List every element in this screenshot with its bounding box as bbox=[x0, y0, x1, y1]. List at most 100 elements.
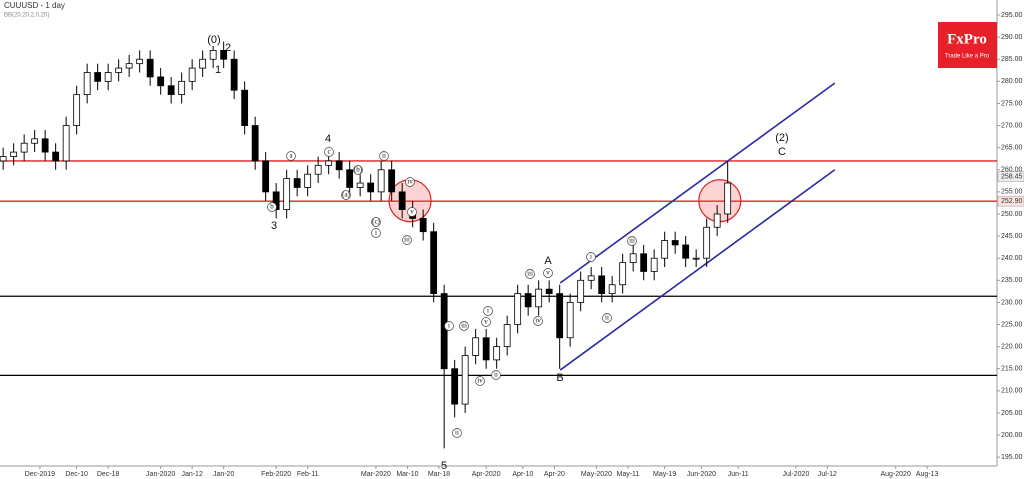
candle-body bbox=[262, 160, 270, 193]
wave-label: 5 bbox=[441, 460, 447, 472]
wave-circle bbox=[543, 268, 553, 278]
y-tick-label: 220.00 bbox=[1001, 343, 1023, 350]
x-tick-label: Jan-2020 bbox=[146, 471, 175, 478]
candle-body bbox=[461, 355, 469, 405]
channel-line bbox=[559, 82, 836, 284]
candle-body bbox=[545, 288, 553, 294]
x-tick-label: Mar-10 bbox=[396, 471, 418, 478]
candle-body bbox=[556, 293, 564, 339]
candle-body bbox=[629, 253, 637, 264]
wave-label: 2 bbox=[225, 42, 231, 54]
wave-circle bbox=[452, 428, 462, 438]
y-tick-label: 275.00 bbox=[1001, 100, 1023, 107]
wave-circle bbox=[341, 190, 351, 200]
candle-body bbox=[535, 288, 543, 308]
x-tick-label: Apr-20 bbox=[544, 471, 565, 478]
wave-label: B bbox=[556, 372, 563, 384]
x-tick-label: Apr-2020 bbox=[472, 471, 501, 478]
candle-body bbox=[314, 164, 322, 175]
candle-body bbox=[230, 58, 238, 91]
circled-label: ii bbox=[382, 152, 386, 160]
candle-body bbox=[157, 76, 165, 87]
candle-body bbox=[209, 50, 217, 60]
candle-body bbox=[724, 182, 732, 215]
circled-label: iii bbox=[629, 237, 635, 245]
chart-title: CUUUSD - 1 day bbox=[4, 1, 65, 10]
y-tick-label: 240.00 bbox=[1001, 255, 1023, 262]
candle-body bbox=[136, 58, 144, 65]
candle-body bbox=[640, 253, 648, 272]
x-tick-label: Mar-18 bbox=[428, 471, 450, 478]
y-tick-label: 270.00 bbox=[1001, 122, 1023, 129]
logo-box bbox=[938, 22, 997, 68]
y-tick-label: 290.00 bbox=[1001, 34, 1023, 41]
wave-circle bbox=[475, 376, 485, 386]
wave-circle bbox=[379, 151, 389, 161]
x-tick-label: Jun-2020 bbox=[687, 471, 716, 478]
y-tick-label: 280.00 bbox=[1001, 78, 1023, 85]
candle-body bbox=[178, 80, 186, 96]
wave-circle bbox=[405, 177, 415, 187]
channel-line bbox=[559, 169, 836, 371]
wave-circle bbox=[586, 252, 596, 262]
wave-circle bbox=[602, 313, 612, 323]
circled-label: iii bbox=[461, 322, 467, 330]
x-tick-label: Apr-10 bbox=[512, 471, 533, 478]
y-tick-label: 210.00 bbox=[1001, 388, 1023, 395]
price-label: 252.90 bbox=[1001, 198, 1023, 205]
candle-body bbox=[451, 368, 459, 405]
x-tick-label: Jun-11 bbox=[728, 471, 749, 478]
circled-label: iii bbox=[404, 236, 410, 244]
wave-circle bbox=[481, 317, 491, 327]
candle-body bbox=[62, 125, 70, 162]
x-tick-label: Feb-2020 bbox=[261, 471, 291, 478]
wave-circle bbox=[525, 269, 535, 279]
candle-body bbox=[304, 173, 312, 188]
slogan: Trade Like a Pro bbox=[945, 54, 990, 60]
y-tick-label: 230.00 bbox=[1001, 299, 1023, 306]
candle-body bbox=[398, 191, 406, 210]
wave-circle bbox=[286, 151, 296, 161]
circled-label: i bbox=[590, 253, 592, 261]
candle-body bbox=[20, 142, 28, 153]
x-tick-label: May-11 bbox=[617, 471, 640, 478]
candle-body bbox=[272, 191, 280, 210]
x-tick-label: May-2020 bbox=[581, 471, 612, 478]
candle-body bbox=[388, 169, 396, 193]
circled-label: iii bbox=[527, 270, 533, 278]
wave-circle bbox=[627, 236, 637, 246]
candle-body bbox=[524, 293, 532, 308]
candle-body bbox=[94, 72, 102, 82]
circled-label: v bbox=[484, 318, 488, 326]
circled-label: iv bbox=[407, 178, 413, 186]
wave-circle bbox=[324, 147, 334, 157]
candle-body bbox=[419, 218, 427, 233]
wave-circle bbox=[533, 316, 543, 326]
x-tick-label: Jul-2020 bbox=[782, 471, 809, 478]
circled-label: v bbox=[410, 208, 414, 216]
y-tick-label: 285.00 bbox=[1001, 56, 1023, 63]
wave-circle bbox=[407, 207, 417, 217]
y-tick-label: 260.00 bbox=[1001, 167, 1023, 174]
circled-label: ii bbox=[494, 371, 498, 379]
x-tick-label: Aug-2020 bbox=[880, 471, 910, 478]
wave-circle bbox=[483, 306, 493, 316]
x-tick-label: May-19 bbox=[653, 471, 676, 478]
candle-body bbox=[514, 293, 522, 325]
candle-body bbox=[503, 324, 511, 348]
candle-body bbox=[188, 67, 196, 82]
wave-label: 4 bbox=[325, 133, 331, 145]
circled-label: ii bbox=[455, 429, 459, 437]
candle-body bbox=[125, 63, 133, 69]
x-tick-label: Jan-20 bbox=[213, 471, 235, 478]
wave-label: 3 bbox=[271, 220, 277, 232]
candle-body bbox=[104, 72, 112, 82]
candle-body bbox=[661, 240, 669, 259]
candle-body bbox=[650, 257, 658, 272]
circled-label: v bbox=[546, 269, 550, 277]
y-tick-label: 215.00 bbox=[1001, 366, 1023, 373]
candle-body bbox=[608, 284, 616, 294]
x-tick-label: Dec-18 bbox=[97, 471, 120, 478]
candle-body bbox=[346, 169, 354, 188]
